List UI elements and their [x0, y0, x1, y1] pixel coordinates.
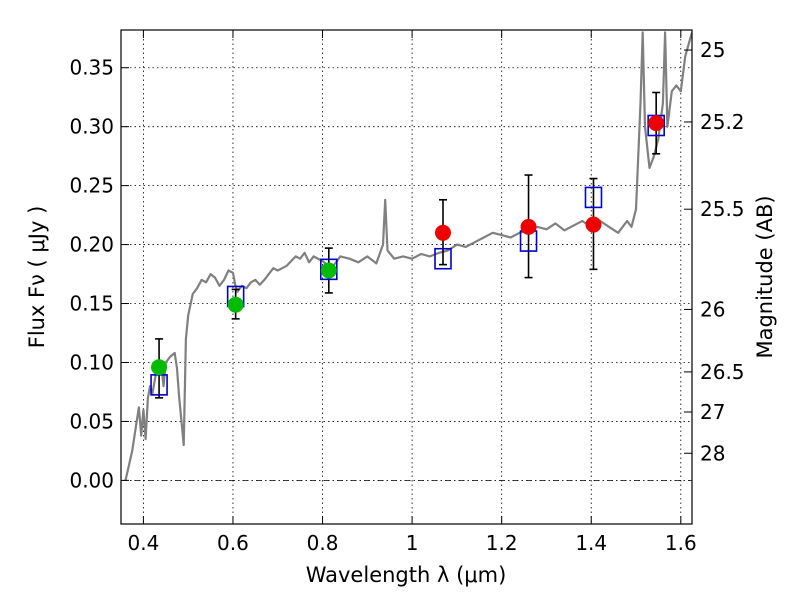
y-axis-ticks: 0.00 0.05 0.10 0.15 0.20 0.25 0.30 0.35: [69, 56, 129, 492]
model-flux-square: [434, 247, 452, 270]
right-tick-label: 28: [700, 441, 725, 465]
right-tick-label: 26: [700, 297, 725, 321]
x-tick-label: 0.8: [307, 531, 339, 555]
red-data-point: [648, 115, 665, 132]
x-axis-title: Wavelength λ (μm): [306, 563, 507, 587]
right-tick-label: 25.2: [700, 110, 745, 134]
model-flux-square: [319, 258, 338, 281]
right-axis-ticks: 25 25.2 25.5 26 26.5 27 28: [684, 38, 745, 465]
red-data-point: [434, 224, 451, 241]
green-data-point: [227, 296, 244, 313]
red-data-point: [585, 216, 602, 233]
x-tick-label: 1: [406, 531, 419, 555]
y-tick-label: 0.35: [69, 56, 114, 80]
grid-layer: [121, 30, 692, 524]
spectrum-layer: [124, 31, 692, 481]
green-data-point: [320, 262, 337, 279]
errorbar-layer: [155, 91, 661, 399]
model-flux-square: [584, 186, 603, 209]
y-axis-title-left: Flux Fν ( μJy ): [25, 206, 49, 349]
right-tick-label: 25: [700, 38, 725, 62]
y-tick-label: 0.00: [69, 468, 114, 492]
x-tick-label: 0.6: [217, 531, 249, 555]
x-tick-label: 1.2: [486, 531, 518, 555]
right-tick-label: 27: [700, 400, 725, 424]
red-data-point: [520, 218, 537, 235]
model-spectrum-line: [124, 31, 692, 481]
x-tick-label: 1.4: [575, 531, 607, 555]
y-tick-label: 0.30: [69, 115, 114, 139]
y-tick-label: 0.05: [69, 409, 114, 433]
x-tick-label: 0.4: [127, 531, 159, 555]
right-tick-label: 26.5: [700, 360, 745, 384]
y-tick-label: 0.20: [69, 233, 114, 257]
x-tick-label: 1.6: [665, 531, 697, 555]
x-axis-ticks: 0.4 0.6 0.8 1 1.2 1.4 1.6: [127, 30, 697, 555]
y-tick-label: 0.25: [69, 174, 114, 198]
y-tick-label: 0.10: [69, 350, 114, 374]
y-axis-title-right: Magnitude (AB): [753, 195, 777, 358]
plot-frame: [120, 29, 693, 525]
y-tick-label: 0.15: [69, 292, 114, 316]
marker-layer: [150, 114, 665, 396]
green-data-point: [151, 359, 168, 376]
right-tick-label: 25.5: [700, 197, 745, 221]
